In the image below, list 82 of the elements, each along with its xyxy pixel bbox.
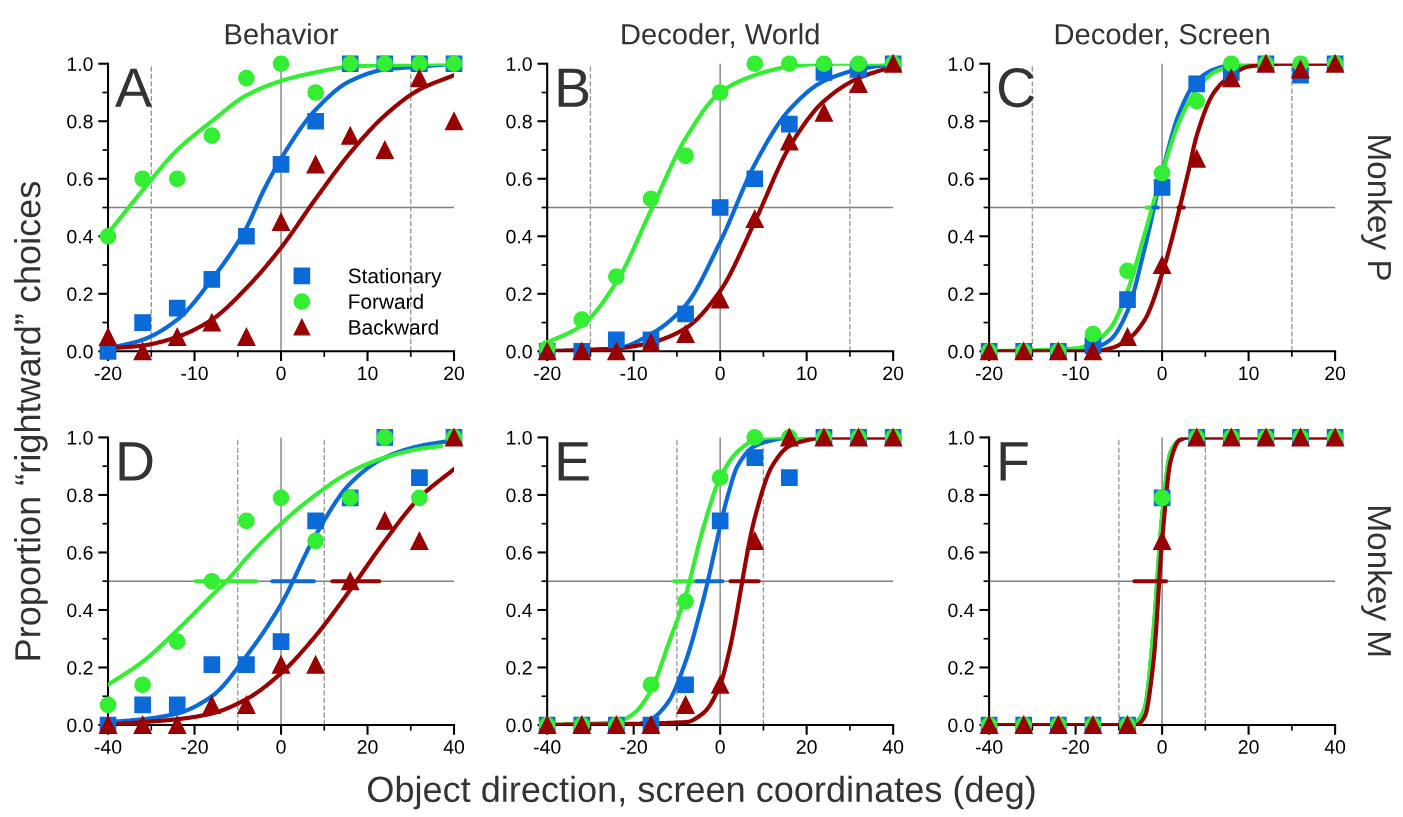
y-tick-label: 1.0 [67,430,93,445]
y-tick-label: 1.0 [507,430,532,445]
x-axis-title: Object direction, screen coordinates (deg) [368,775,1035,810]
x-tick-label: -10 [181,366,208,381]
x-tick-label: 20 [883,366,904,381]
y2-axis-title: Monkey P [1361,136,1393,280]
x-tick-label: -40 [975,740,1003,754]
y-tick-label: 0.8 [506,488,532,503]
y-tick-label: 0.0 [506,344,532,359]
x-tick-label: 0 [1157,740,1167,754]
annotation: C [998,68,1035,108]
x-tick-label: -20 [975,366,1003,381]
y-tick-label: 0.8 [506,114,532,129]
y-tick-label: 0.4 [948,603,974,618]
chart-title: Decoder, World [622,23,819,49]
x-tick-label: -20 [533,366,561,381]
y-tick-label: 0.0 [67,718,93,733]
y-tick-label: 0.8 [948,114,974,129]
y2-axis-title: Monkey M [1361,507,1393,656]
x-tick-label: 40 [443,740,465,754]
x-tick-label: 0 [1157,366,1167,381]
x-tick-label: -20 [620,740,647,754]
x-tick-label: 20 [1325,366,1346,381]
y-tick-label: 0.2 [948,660,974,675]
x-tick-label: -40 [94,740,122,754]
y-tick-label: 0.4 [948,229,974,244]
y-tick-label: 0.2 [67,660,93,675]
y-tick-label: 0.8 [67,114,93,129]
y-tick-label: 0.6 [67,545,93,560]
annotation: A [115,68,152,107]
annotation: D [119,442,153,481]
chart-title: Behavior [225,23,339,45]
legend-label: Forward [349,293,423,310]
annotation: E [558,442,589,481]
y-tick-label: 0.4 [506,229,533,244]
x-tick-label: -40 [533,740,561,754]
x-tick-label: 20 [796,740,817,754]
y-tick-label: 1.0 [948,57,974,71]
x-tick-label: 40 [1324,740,1346,754]
y-tick-label: 0.2 [948,287,974,302]
y-tick-label: 0.6 [506,545,532,560]
y-tick-label: 0.6 [506,172,532,186]
x-tick-label: 20 [444,366,465,381]
y-tick-label: 1.0 [948,430,974,445]
y-tick-label: 0.4 [67,603,93,618]
y-tick-label: 0.4 [67,229,93,244]
chart-title: Decoder, Screen [1055,23,1269,49]
x-tick-label: 10 [1239,366,1259,381]
x-tick-label: -20 [94,366,122,381]
x-tick-label: -20 [1062,740,1089,754]
y-tick-label: 0.0 [948,718,974,733]
legend-label: Backward [349,319,438,335]
y-tick-label: 0.6 [67,172,93,186]
x-tick-label: 0 [276,740,286,754]
y-tick-label: 0.8 [67,488,93,503]
x-tick-label: -20 [181,740,208,754]
x-tick-label: 20 [1238,740,1259,754]
y-tick-label: 1.0 [67,57,93,71]
y-tick-label: 0.2 [67,287,93,302]
legend-label: Stationary [348,268,442,288]
x-tick-label: 0 [715,366,725,381]
y-tick-label: 0.0 [506,718,532,733]
y-tick-label: 0.6 [948,545,974,560]
y-tick-label: 0.2 [506,287,532,302]
x-tick-label: 10 [358,366,378,381]
x-tick-label: 10 [797,366,817,381]
y-tick-label: 0.4 [506,603,533,618]
annotation: F [1000,442,1028,481]
y-tick-label: 0.8 [948,488,974,503]
y-tick-label: 0.6 [948,172,974,186]
x-tick-label: 0 [715,740,725,754]
y-tick-label: 0.2 [506,660,532,675]
y-axis-title: Proportion “rightward” choices [14,182,48,660]
x-tick-label: -10 [1062,366,1089,381]
annotation: B [558,68,589,107]
y-tick-label: 1.0 [507,57,532,71]
y-tick-label: 0.0 [67,344,93,359]
x-tick-label: 40 [882,740,904,754]
x-tick-label: 20 [357,740,378,754]
x-tick-label: 0 [276,366,286,381]
x-tick-label: -10 [620,366,647,381]
y-tick-label: 0.0 [948,344,974,359]
